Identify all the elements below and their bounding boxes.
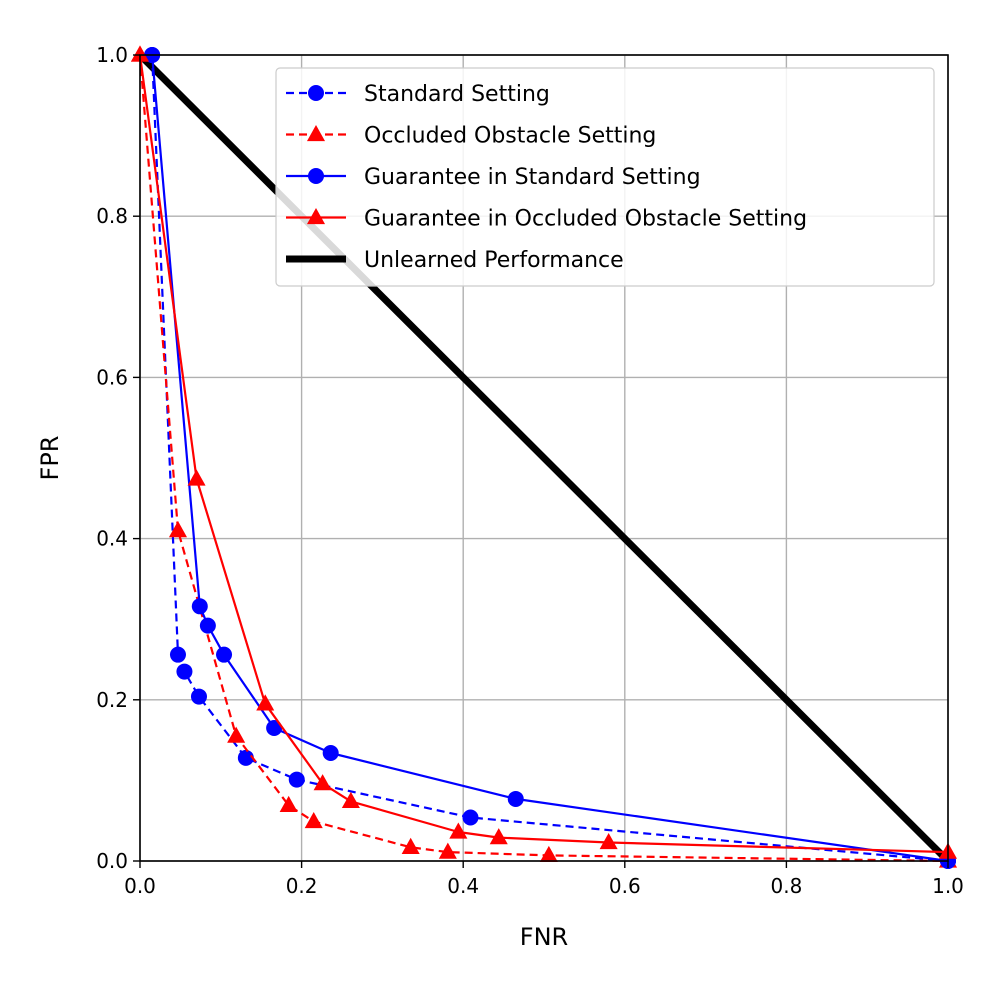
- data-point: [199, 617, 216, 634]
- legend-entry: Occluded Obstacle Setting: [286, 124, 656, 149]
- data-point: [507, 790, 524, 807]
- data-point: [438, 842, 457, 859]
- x-axis-label: FNR: [520, 923, 568, 951]
- data-point: [313, 774, 332, 791]
- data-point: [187, 469, 206, 486]
- y-tick-label: 0.0: [96, 849, 128, 873]
- legend-label: Unlearned Performance: [364, 248, 624, 273]
- legend-marker: [306, 125, 326, 142]
- data-point: [130, 45, 150, 62]
- legend-marker: [306, 208, 326, 225]
- data-point: [401, 837, 420, 854]
- plot-frame: [139, 54, 949, 862]
- data-point: [266, 720, 283, 737]
- data-point: [176, 663, 193, 680]
- legend-marker: [308, 85, 324, 101]
- x-tick-label: 0.6: [609, 874, 641, 898]
- x-tick-label: 0.8: [770, 874, 802, 898]
- x-tick-label: 0.2: [286, 874, 318, 898]
- series-unlearned-performance: [137, 52, 951, 864]
- legend-entry: Standard Setting: [286, 82, 550, 107]
- legend-frame: [275, 67, 935, 287]
- y-axis-label: FPR: [36, 436, 64, 481]
- legend-label: Guarantee in Occluded Obstacle Setting: [364, 207, 807, 232]
- series-line: [137, 52, 951, 864]
- data-point: [449, 822, 468, 839]
- y-tick-label: 0.2: [96, 688, 128, 712]
- y-tick-label: 1.0: [96, 43, 128, 67]
- data-point: [237, 749, 254, 766]
- y-tick-label: 0.6: [96, 365, 128, 389]
- data-point: [288, 771, 305, 788]
- legend-label: Standard Setting: [364, 82, 550, 107]
- legend-entry: Guarantee in Standard Setting: [286, 165, 701, 190]
- data-point: [322, 744, 339, 761]
- data-point: [599, 832, 618, 850]
- legend-marker: [308, 168, 324, 184]
- data-point: [169, 646, 186, 663]
- y-tick-label: 0.4: [96, 527, 128, 551]
- y-tick-label: 0.8: [96, 204, 128, 228]
- data-point: [462, 809, 479, 826]
- legend-entries: Standard Setting Occluded Obstacle Settin…: [286, 82, 807, 273]
- data-point: [489, 828, 508, 845]
- data-point: [539, 845, 558, 863]
- x-tick-label: 0.0: [124, 874, 156, 898]
- data-point: [304, 812, 323, 829]
- data-point: [279, 795, 298, 813]
- legend-entry: Unlearned Performance: [286, 248, 624, 273]
- legend-label: Occluded Obstacle Setting: [364, 124, 656, 149]
- data-point: [191, 598, 208, 615]
- legend: Standard Setting Occluded Obstacle Settin…: [275, 67, 935, 287]
- data-point: [227, 726, 246, 743]
- data-point: [341, 791, 360, 809]
- legend-label: Guarantee in Standard Setting: [364, 165, 701, 190]
- x-tick-label: 1.0: [932, 874, 964, 898]
- data-point: [256, 694, 275, 711]
- x-tick-label: 0.4: [447, 874, 479, 898]
- data-point: [168, 521, 188, 538]
- data-point: [190, 688, 207, 705]
- ticks: 0.0 0.2 0.4 0.6 0.8 1.0 0.0 0.2 0.4 0.6 0.8 1.0: [96, 43, 964, 898]
- data-point: [216, 646, 233, 663]
- legend-entry: Guarantee in Occluded Obstacle Setting: [286, 207, 807, 232]
